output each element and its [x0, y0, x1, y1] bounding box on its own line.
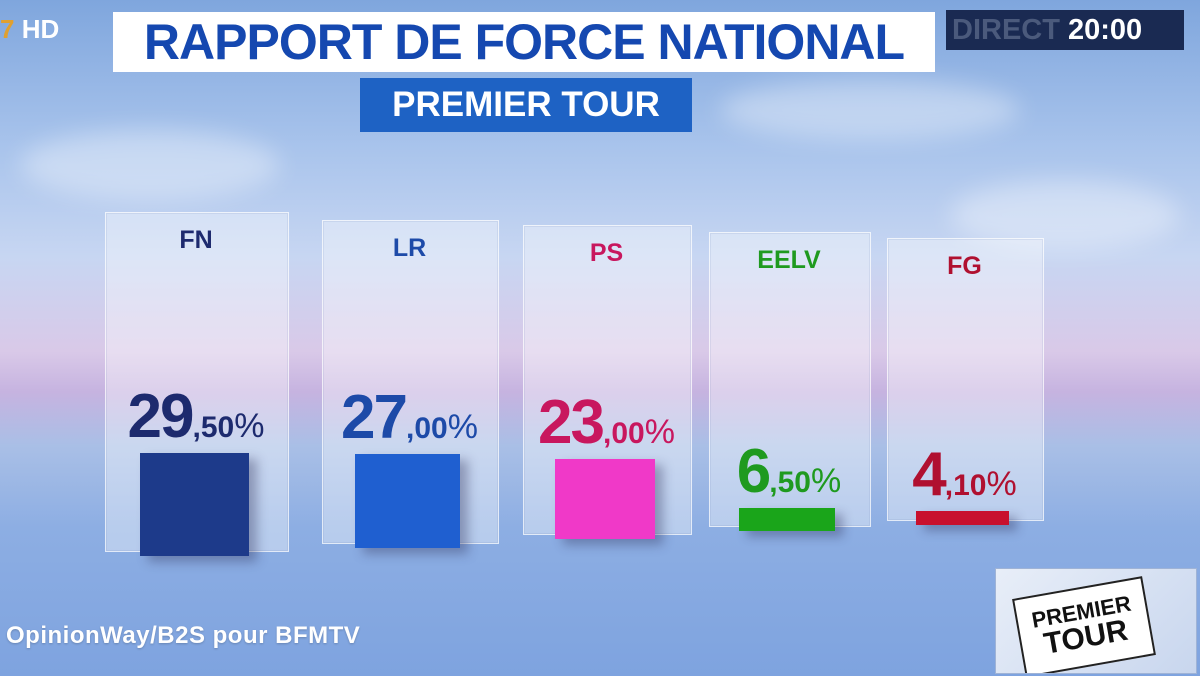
value-label-dec: ,00: [406, 411, 448, 445]
broadcast-time: 20:00: [1067, 13, 1143, 46]
bar-fg: [916, 510, 1009, 525]
bar-panel-fg: [887, 238, 1044, 521]
value-label-dec: ,10: [944, 468, 987, 502]
badge-sign: PREMIER TOUR: [1012, 576, 1156, 673]
value-label-sym: %: [986, 464, 1017, 503]
category-label-eelv: EELV: [757, 246, 821, 274]
bar-eelv: [739, 508, 835, 531]
value-label-int: 27: [341, 382, 408, 452]
page-subtitle: PREMIER TOUR: [360, 78, 692, 132]
cloud-decoration: [720, 80, 1020, 140]
value-label-int: 29: [127, 381, 195, 451]
value-label-sym: %: [447, 407, 478, 446]
category-label-ps: PS: [589, 239, 624, 267]
premier-tour-badge: PREMIER TOUR: [995, 568, 1197, 674]
value-label-fg: 4,10%: [877, 439, 1052, 510]
value-label-dec: ,00: [603, 416, 645, 450]
value-label-ps: 23,00%: [513, 387, 700, 458]
category-label-fg: FG: [947, 252, 982, 280]
bar-fn: [140, 452, 249, 556]
value-label-int: 4: [912, 439, 947, 509]
channel-logo-mark: 7: [0, 14, 15, 44]
page-title-text: RAPPORT DE FORCE NATIONAL: [143, 14, 905, 70]
source-credit: OpinionWay/B2S pour BFMTV: [6, 622, 361, 649]
page-subtitle-text: PREMIER TOUR: [392, 85, 660, 124]
live-indicator: DIRECT 20:00: [946, 10, 1184, 50]
page-title: RAPPORT DE FORCE NATIONAL: [113, 12, 935, 72]
value-label-lr: 27,00%: [312, 382, 507, 453]
cloud-decoration: [20, 130, 280, 200]
bar-panel-eelv: [709, 232, 871, 527]
value-label-sym: %: [810, 462, 842, 501]
value-label-int: 6: [736, 437, 772, 507]
value-label-int: 23: [538, 387, 605, 457]
value-label-eelv: 6,50%: [699, 436, 879, 507]
channel-logo-text: HD: [21, 14, 60, 44]
channel-logo: 7 HD: [0, 14, 59, 45]
value-label-dec: ,50: [192, 410, 235, 444]
bar-lr: [355, 453, 460, 548]
value-label-sym: %: [644, 412, 675, 451]
value-label-dec: ,50: [769, 466, 811, 500]
live-label: DIRECT: [952, 13, 1060, 46]
category-label-lr: LR: [392, 234, 427, 262]
bar-ps: [555, 458, 655, 539]
value-label-fn: 29,50%: [95, 381, 297, 452]
category-label-fn: FN: [179, 226, 213, 254]
value-label-sym: %: [234, 406, 265, 445]
